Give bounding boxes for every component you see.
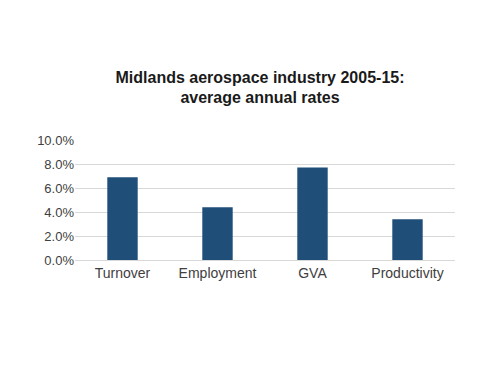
svg-text:10.0%: 10.0% [37, 133, 74, 148]
svg-text:6.0%: 6.0% [44, 181, 74, 196]
svg-text:0.0%: 0.0% [44, 253, 74, 268]
svg-text:Midlands aerospace industry 20: Midlands aerospace industry 2005-15:aver… [116, 69, 405, 107]
svg-text:Productivity: Productivity [371, 265, 443, 281]
svg-text:2.0%: 2.0% [44, 229, 74, 244]
svg-text:GVA: GVA [298, 265, 327, 281]
svg-text:Turnover: Turnover [95, 265, 151, 281]
svg-text:8.0%: 8.0% [44, 157, 74, 172]
svg-text:Employment: Employment [179, 265, 257, 281]
svg-text:4.0%: 4.0% [44, 205, 74, 220]
